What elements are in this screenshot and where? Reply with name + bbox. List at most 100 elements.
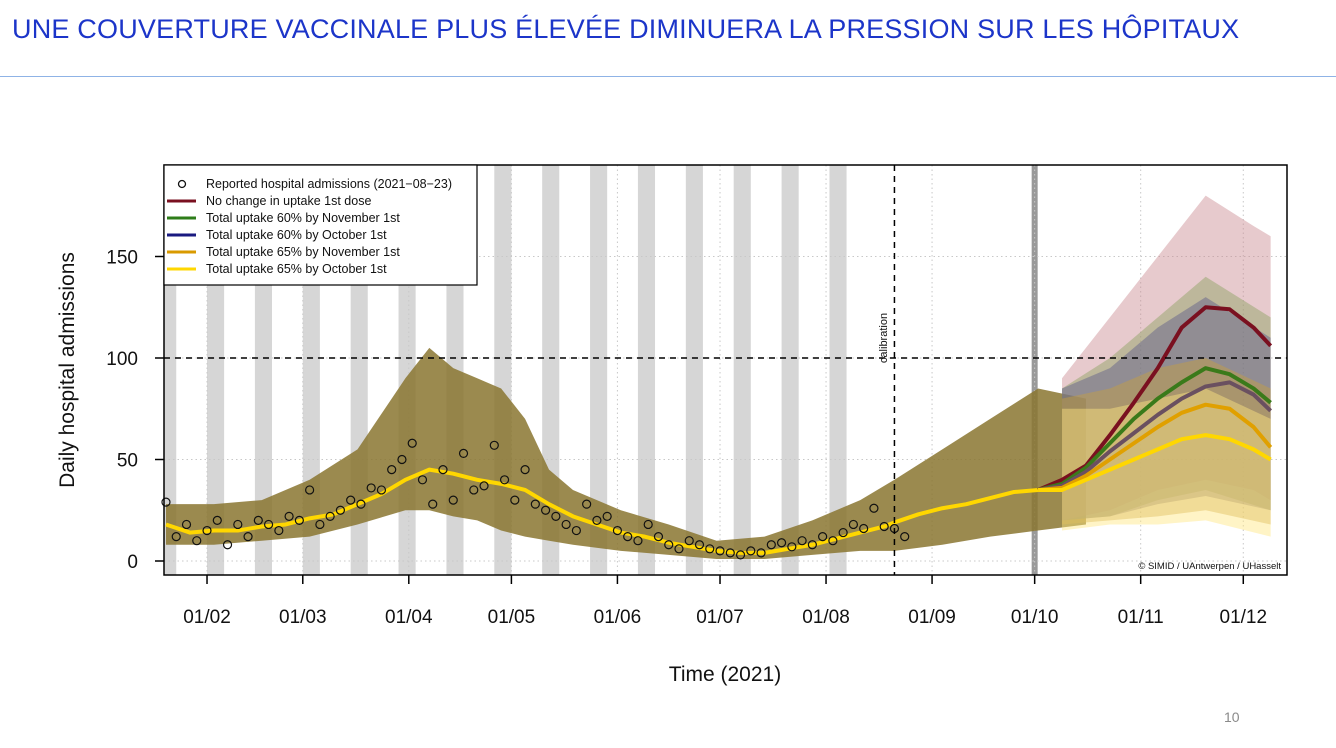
legend-label: Reported hospital admissions (2021−08−23… — [206, 177, 452, 191]
observed-point — [551, 511, 561, 521]
observed-point — [407, 438, 417, 448]
title-divider — [0, 76, 1336, 77]
x-tick-label: 01/05 — [488, 607, 536, 628]
observed-point — [776, 538, 787, 548]
observed-point — [469, 485, 479, 495]
plot-frame — [163, 164, 1288, 576]
legend-label: Total uptake 65% by October 1st — [206, 262, 387, 276]
scenario-line — [1037, 305, 1273, 492]
observed-point — [623, 532, 633, 542]
observed-point — [387, 465, 397, 475]
observed-point — [489, 440, 499, 450]
scenario-line — [1037, 402, 1273, 492]
observed-point — [602, 511, 612, 521]
observed-point — [725, 548, 735, 558]
x-tick-label: 01/06 — [594, 607, 642, 628]
x-tick-label: 01/03 — [279, 607, 327, 628]
y-tick-label: 50 — [117, 451, 138, 472]
observed-point — [294, 515, 304, 526]
observed-point — [192, 536, 202, 546]
observed-point — [417, 475, 428, 485]
observed-point — [756, 548, 766, 558]
observed-point — [705, 544, 715, 554]
observed-point — [818, 532, 828, 542]
observed-point — [715, 546, 725, 556]
observed-point — [222, 540, 233, 550]
legend-circle-icon — [177, 179, 187, 189]
shaded-period — [685, 165, 703, 575]
observed-point — [397, 454, 407, 465]
observed-point — [530, 499, 540, 509]
legend-box — [163, 164, 478, 286]
observed-point — [766, 540, 776, 550]
observed-point — [540, 505, 551, 515]
observed-point — [612, 525, 623, 536]
axes: 01/02 01/03 01/04 01/05 01/06 01/07 01/08 01/09… — [106, 164, 1288, 628]
observed-point — [376, 485, 387, 495]
observed-point — [305, 485, 315, 495]
observed-point — [838, 527, 848, 538]
observed-point — [571, 525, 581, 536]
legend: Reported hospital admissions (2021−08−23… — [163, 164, 478, 286]
observed-point — [674, 544, 684, 554]
shaded-period — [733, 165, 751, 575]
observed-point — [807, 540, 817, 550]
observed-point — [284, 511, 294, 521]
observed-points — [161, 438, 910, 560]
legend-label: No change in uptake 1st dose — [206, 194, 371, 208]
observed-point — [684, 536, 694, 546]
x-tick-label: 01/07 — [696, 607, 744, 628]
observed-point — [561, 519, 571, 530]
scenario-line — [1037, 380, 1273, 492]
observed-point — [653, 532, 664, 542]
x-tick-label: 01/10 — [1011, 607, 1059, 628]
shaded-period — [781, 165, 799, 575]
scenario-band — [1062, 276, 1271, 521]
legend-label: Total uptake 65% by November 1st — [206, 245, 400, 259]
shaded-period — [590, 165, 608, 575]
observed-point — [458, 448, 469, 459]
observed-point — [161, 497, 171, 507]
scenario-band — [1062, 358, 1271, 525]
shaded-period — [829, 165, 847, 575]
observed-point — [510, 495, 520, 505]
observed-point — [356, 499, 366, 509]
legend-label: Total uptake 60% by October 1st — [206, 228, 387, 242]
scenario-band — [1062, 388, 1271, 537]
observed-point — [448, 495, 458, 505]
observed-point — [346, 495, 356, 505]
observed-point — [233, 519, 243, 530]
y-tick-label: 150 — [106, 248, 138, 269]
observed-point — [325, 511, 335, 521]
page-number: 10 — [1224, 709, 1240, 725]
observed-point — [869, 503, 879, 513]
calibration-label: calibration — [878, 313, 890, 363]
slide-title: UNE COUVERTURE VACCINALE PLUS ÉLEVÉE DIM… — [12, 14, 1240, 44]
observed-point — [438, 465, 448, 475]
observed-point — [171, 532, 181, 542]
y-tick-label: 0 — [127, 552, 138, 573]
observed-point — [520, 465, 530, 475]
observed-point — [797, 536, 807, 546]
observed-point — [633, 536, 643, 546]
x-tick-label: 01/11 — [1118, 607, 1164, 628]
observed-point — [499, 475, 510, 485]
observed-point — [828, 536, 838, 546]
observed-point — [859, 523, 869, 534]
observed-point — [879, 521, 889, 532]
observed-point — [643, 519, 653, 530]
shaded-period — [637, 165, 656, 575]
x-tick-label: 01/08 — [802, 607, 850, 628]
observed-point — [181, 519, 192, 530]
y-axis-label: Daily hospital admissions — [56, 252, 79, 488]
observed-point — [428, 499, 438, 509]
observed-point — [274, 525, 284, 536]
observed-point — [212, 515, 222, 526]
observed-point — [848, 519, 859, 530]
observed-point — [243, 532, 253, 542]
highlight-period — [1031, 165, 1038, 575]
x-tick-label: 01/09 — [908, 607, 956, 628]
observed-point — [787, 542, 797, 552]
observed-point — [582, 499, 592, 509]
